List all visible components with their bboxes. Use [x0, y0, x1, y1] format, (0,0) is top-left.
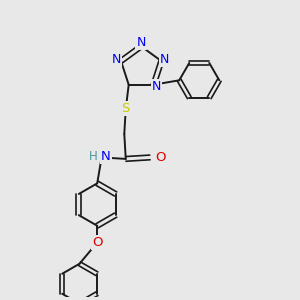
Text: O: O: [92, 236, 103, 249]
Text: N: N: [112, 53, 121, 66]
Text: N: N: [160, 53, 170, 66]
Text: S: S: [122, 102, 130, 116]
Text: N: N: [101, 150, 111, 163]
Text: O: O: [155, 151, 165, 164]
Text: H: H: [89, 150, 98, 163]
Text: N: N: [152, 80, 161, 93]
Text: N: N: [136, 36, 146, 49]
